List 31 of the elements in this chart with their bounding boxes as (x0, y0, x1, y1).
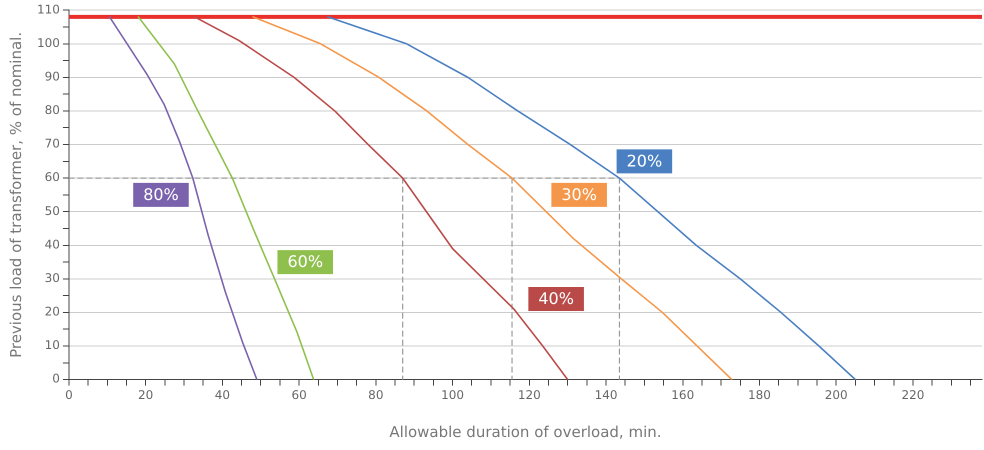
y-tick-label: 100 (37, 36, 60, 50)
y-tick-label: 110 (37, 2, 60, 16)
x-tick-label: 200 (824, 388, 848, 402)
x-tick-label: 220 (901, 388, 924, 402)
series-label: 20% (626, 151, 662, 170)
series-label: 30% (561, 185, 597, 204)
x-tick-label: 60 (291, 388, 307, 402)
y-tick-label: 40 (44, 237, 60, 252)
series-label: 80% (143, 185, 179, 204)
x-axis-title: Allowable duration of overload, min. (389, 422, 662, 441)
y-axis-title: Previous load of transformer, % of nominal. (6, 32, 25, 358)
y-tick-label: 70 (44, 136, 60, 151)
y-tick-label: 30 (44, 270, 60, 285)
x-tick-label: 160 (671, 388, 694, 402)
x-tick-label: 20 (138, 388, 154, 402)
y-tick-label: 80 (44, 103, 60, 118)
x-tick-label: 180 (748, 388, 771, 402)
x-tick-label: 140 (594, 388, 618, 402)
x-tick-label: 120 (518, 388, 541, 402)
y-tick-label: 50 (44, 204, 60, 218)
x-tick-label: 80 (368, 388, 384, 402)
x-tick-label: 100 (441, 388, 464, 402)
series-label: 40% (538, 289, 574, 308)
series-label: 60% (287, 252, 324, 272)
y-tick-label: 60 (44, 170, 60, 184)
x-tick-label: 40 (214, 388, 230, 402)
y-tick-label: 0 (52, 372, 60, 386)
y-tick-label: 10 (44, 338, 60, 352)
y-tick-label: 90 (44, 69, 60, 84)
y-tick-label: 20 (44, 304, 60, 319)
x-tick-label: 0 (65, 388, 73, 402)
